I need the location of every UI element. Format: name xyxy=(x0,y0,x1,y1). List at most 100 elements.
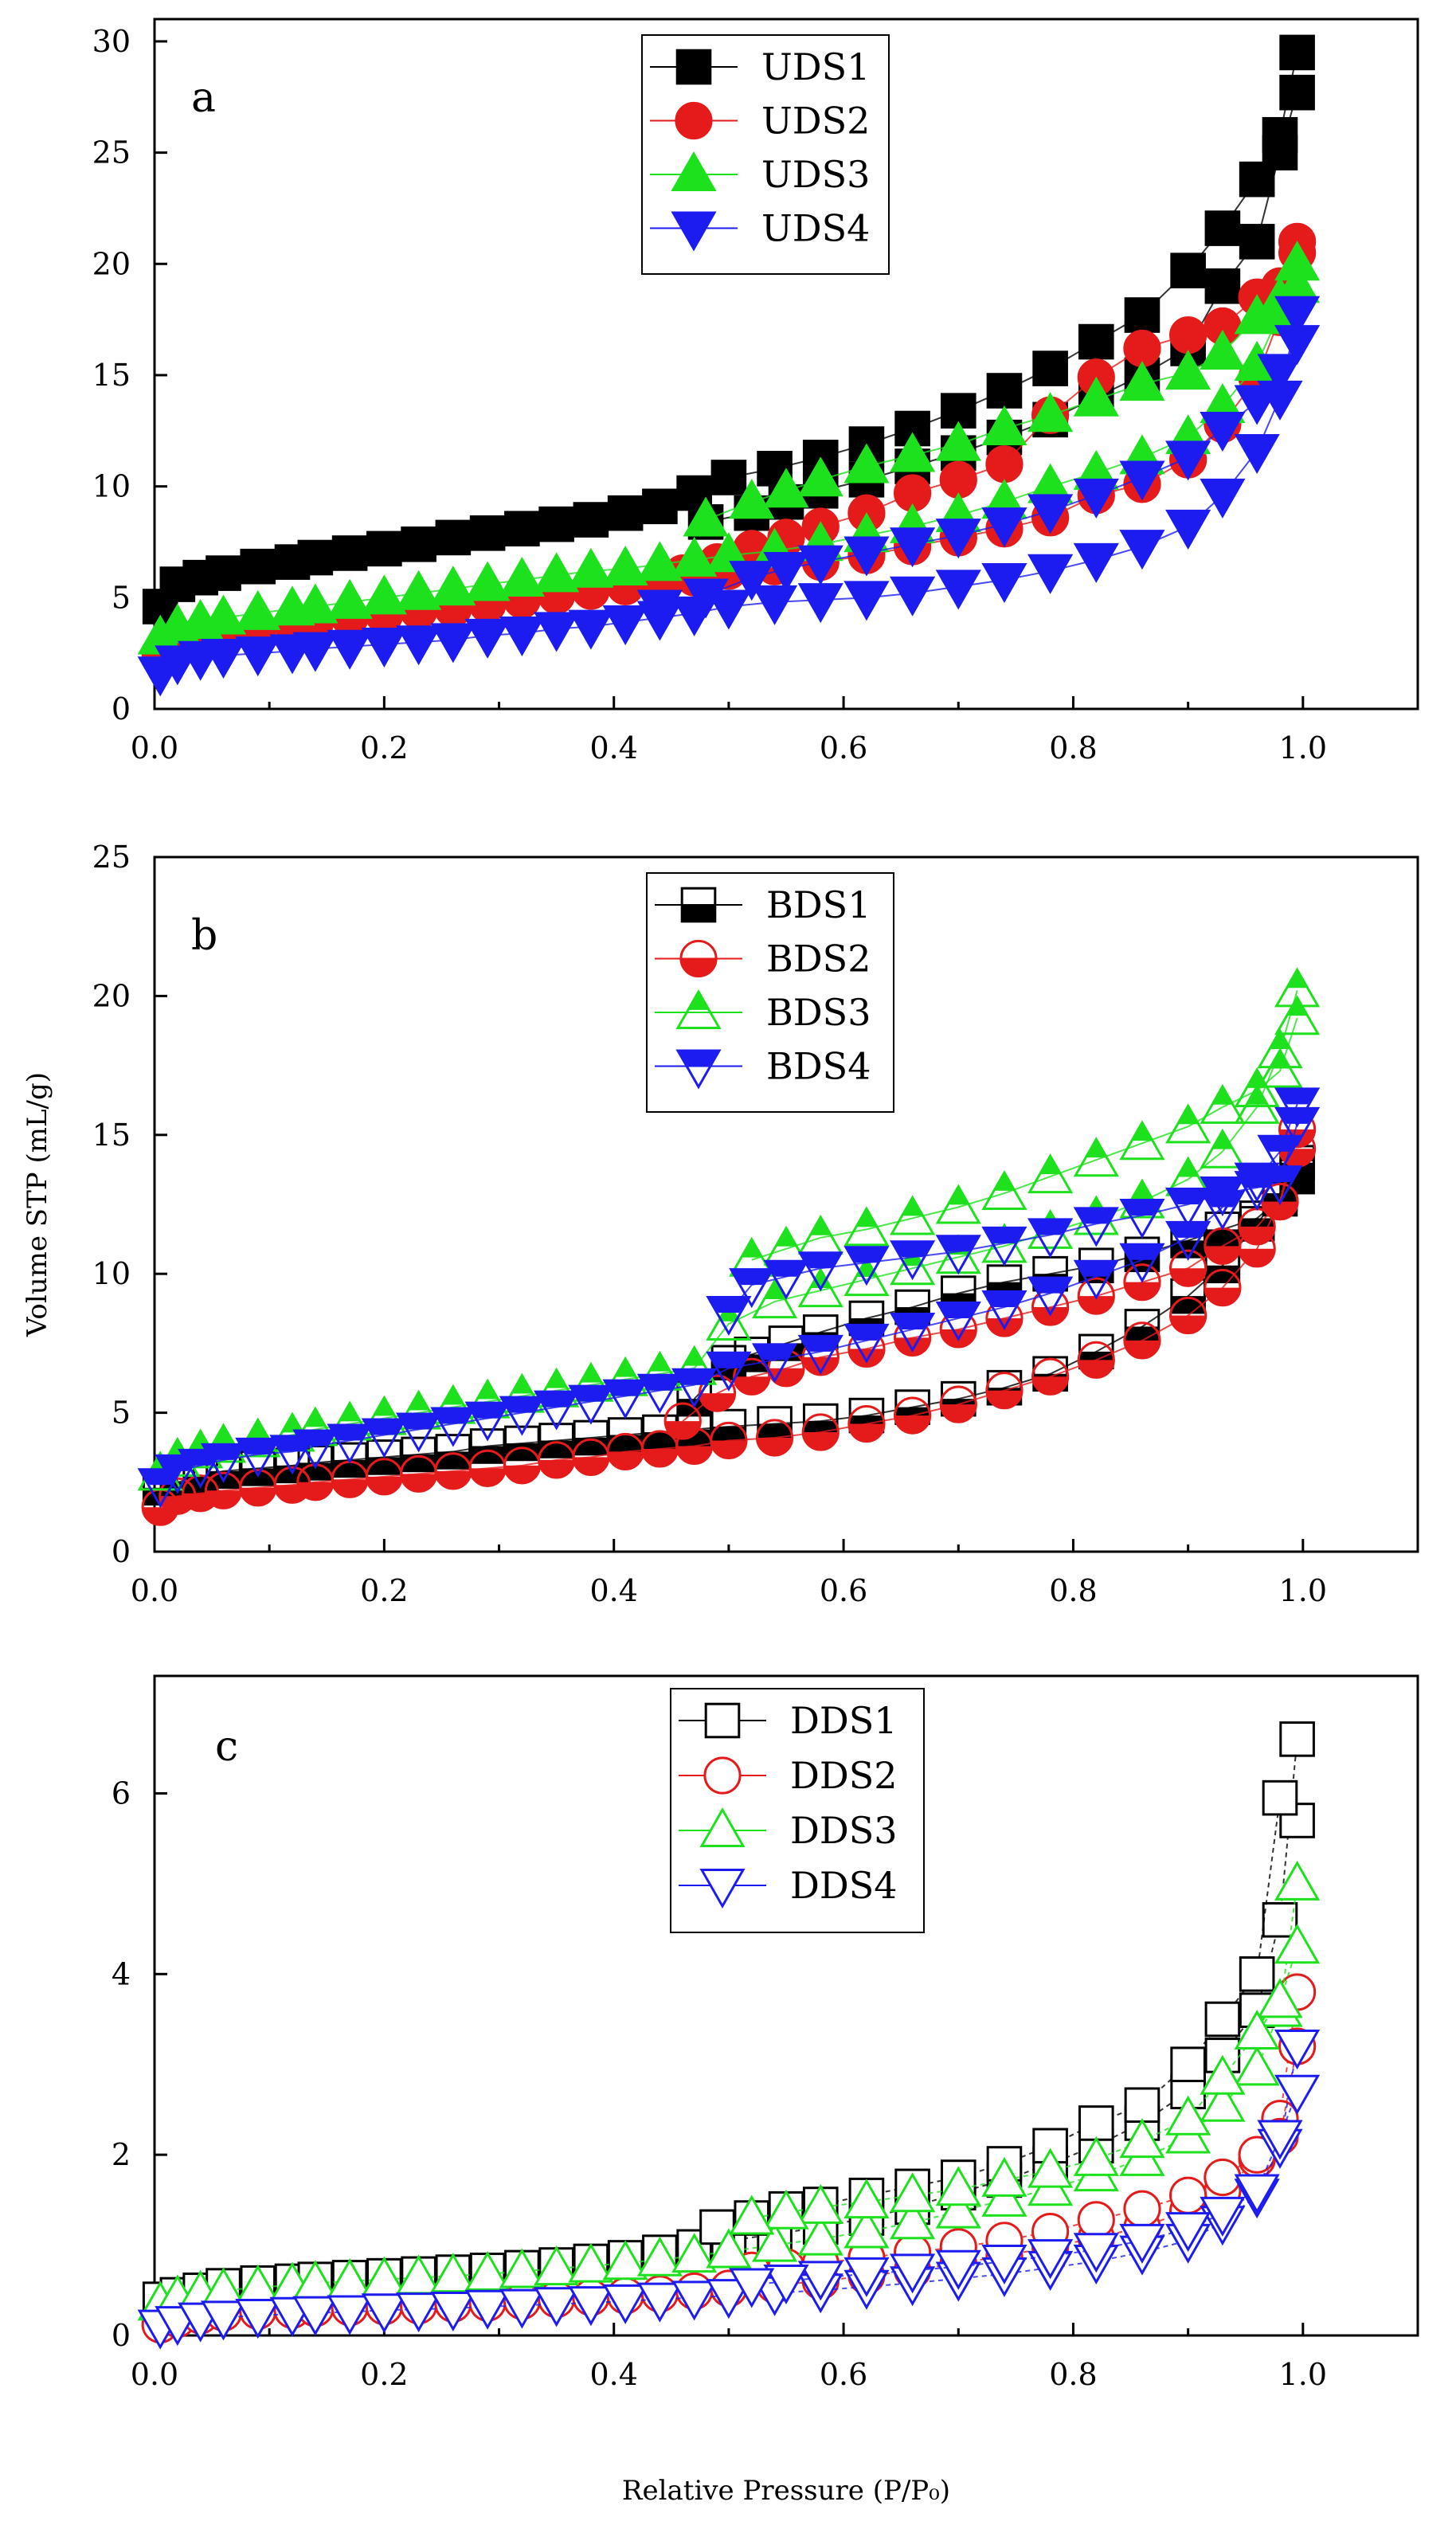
legend-marker-DDS4 xyxy=(699,1869,746,1909)
y-tick-label: 30 xyxy=(92,24,131,59)
plot-frame xyxy=(153,855,1419,1553)
BDS1-adsorption-point-fill xyxy=(609,1435,642,1452)
BDS3-adsorption-point xyxy=(890,1245,936,1286)
BDS2-adsorption-point-fill xyxy=(1239,1248,1275,1266)
DDS4-adsorption-point xyxy=(292,2296,339,2336)
UDS3-desorption-point xyxy=(1119,361,1165,401)
BDS4-desorption-point-fill xyxy=(1075,1208,1117,1224)
UDS1-adsorption-point xyxy=(504,511,540,547)
legend-marker-DDS1 xyxy=(704,1702,741,1739)
y-tick-label: 10 xyxy=(92,1256,131,1291)
BDS3-adsorption-point xyxy=(706,1300,752,1341)
UDS3-desorption-point xyxy=(1027,392,1074,433)
UDS1-adsorption-point xyxy=(573,502,609,538)
DDS3-adsorption-point xyxy=(706,2228,752,2269)
BDS3-desorption-point xyxy=(1257,1047,1303,1088)
BDS3-desorption-point-fill xyxy=(1131,1122,1153,1141)
legend-label: UDS2 xyxy=(761,100,870,143)
UDS4-desorption-point xyxy=(890,527,936,568)
BDS4-desorption-point-fill xyxy=(1201,1177,1243,1194)
BDS3-desorption-point xyxy=(1027,1153,1074,1194)
BDS3-desorption-point-fill xyxy=(776,1227,796,1247)
legend-marker-UDS1 xyxy=(675,49,712,85)
BDS3-adsorption-point-fill xyxy=(282,1414,303,1433)
DDS3-adsorption-point xyxy=(751,2222,798,2262)
BDS3-desorption-point xyxy=(935,1184,981,1224)
BDS3-adsorption-point-fill xyxy=(683,1347,705,1366)
BDS4-adsorption-point-fill xyxy=(891,1313,933,1329)
DDS3-adsorption-point xyxy=(534,2245,580,2286)
UDS4-desorption-point xyxy=(1200,412,1246,452)
BDS2-adsorption-point-fill xyxy=(435,1470,471,1489)
BDS2-adsorption-point-fill xyxy=(504,1465,540,1483)
DDS4-desorption-point xyxy=(843,2257,890,2297)
BDS4-adsorption-point-fill xyxy=(1075,1261,1117,1277)
BDS2-adsorption-point-fill xyxy=(757,1437,793,1456)
BDS3-desorption-point xyxy=(1274,995,1321,1036)
DDS4-adsorption-point xyxy=(706,2279,752,2320)
BDS3-desorption-point xyxy=(890,1195,936,1235)
legend-marker-BDS3 xyxy=(675,989,722,1029)
UDS1-adsorption-point xyxy=(435,519,472,556)
UDS1-adsorption-point xyxy=(1124,297,1160,333)
BDS4-desorption-point-fill xyxy=(800,1252,842,1269)
x-tick-label: 0.2 xyxy=(360,1573,408,1608)
x-tick-label: 0.8 xyxy=(1049,730,1097,765)
BDS2-desorption-point-fill xyxy=(1239,1226,1275,1245)
UDS4-desorption-point xyxy=(729,561,775,601)
legend-marker-BDS2-fill xyxy=(680,958,717,977)
UDS1-adsorption-point xyxy=(297,539,334,576)
BDS2-adsorption-point-fill xyxy=(240,1487,276,1505)
BDS2-adsorption-point-fill xyxy=(803,1432,839,1451)
DDS1-desorption-point xyxy=(1078,2105,1114,2141)
UDS4-desorption-point xyxy=(1165,440,1211,481)
series-DDS4 xyxy=(137,2030,1321,2350)
legend-marker-UDS4 xyxy=(671,211,717,252)
BDS2-adsorption-point-fill xyxy=(986,1390,1023,1408)
UDS2-desorption-point xyxy=(939,460,977,499)
UDS3-desorption-point xyxy=(1200,330,1246,370)
BDS4-adsorption-point-fill xyxy=(639,1375,681,1391)
BDS3-adsorption-point-fill xyxy=(649,1353,671,1372)
BDS3-desorption-point-fill xyxy=(948,1186,969,1205)
DDS4-desorption-point xyxy=(1165,2212,1211,2253)
UDS3-adsorption-point xyxy=(430,566,476,606)
x-tick-label: 0.4 xyxy=(590,1573,638,1608)
BDS4-adsorption-point-fill xyxy=(707,1353,750,1368)
UDS4-adsorption-point xyxy=(1274,296,1321,336)
BDS4-adsorption-point-fill xyxy=(397,1414,440,1430)
x-tick-label: 0.8 xyxy=(1049,2357,1097,2392)
BDS3-adsorption-point-fill xyxy=(1211,1130,1233,1149)
UDS1-desorption-point xyxy=(1239,224,1275,260)
DDS3-adsorption-point xyxy=(1274,1860,1321,1901)
BDS4-adsorption-point-fill xyxy=(363,1419,405,1435)
DDS4-desorption-point xyxy=(935,2249,981,2290)
legend-label: BDS2 xyxy=(766,938,871,981)
panel-label: a xyxy=(191,74,216,122)
DDS4-adsorption-point xyxy=(671,2280,718,2321)
BDS3-adsorption-point-fill xyxy=(1269,1031,1290,1050)
BDS3-desorption-point-fill xyxy=(1269,1050,1290,1069)
y-axis-title: Volume STP (mL/g) xyxy=(22,1072,53,1337)
UDS3-adsorption-point xyxy=(200,594,247,635)
UDS1-desorption-point xyxy=(1279,74,1315,111)
DDS4-desorption-point xyxy=(1257,2120,1303,2160)
DDS4-desorption-point xyxy=(1234,2174,1280,2214)
series-BDS4 xyxy=(137,1087,1321,1509)
DDS3-desorption-point xyxy=(1165,2095,1211,2136)
BDS4-desorption-point-fill xyxy=(1167,1188,1209,1204)
UDS2-desorption-point xyxy=(985,445,1024,484)
UDS4-desorption-point xyxy=(1234,385,1280,425)
BDS3-adsorption-point-fill xyxy=(810,1270,832,1289)
BDS4-adsorption-point-fill xyxy=(673,1369,715,1385)
x-tick-label: 1.0 xyxy=(1279,2357,1327,2392)
DDS4-desorption-point xyxy=(1073,2233,1119,2273)
DDS3-adsorption-point xyxy=(797,2215,843,2256)
legend-label: UDS3 xyxy=(761,153,870,196)
series-UDS4 xyxy=(137,296,1321,697)
DDS4-adsorption-point xyxy=(636,2282,683,2323)
BDS4-desorption-point-fill xyxy=(983,1227,1025,1243)
BDS2-desorption-point-fill xyxy=(1204,1246,1240,1264)
UDS3-desorption-point xyxy=(1165,350,1211,390)
UDS1-adsorption-point xyxy=(469,515,506,551)
